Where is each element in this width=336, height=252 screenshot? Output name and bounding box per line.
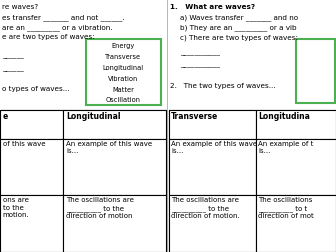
Text: ___________: ___________ (180, 50, 220, 56)
Bar (63, 195, 166, 252)
Text: ons are
to the
motion.: ons are to the motion. (3, 197, 30, 218)
Bar (63, 110, 166, 139)
Bar (0, 139, 63, 195)
Text: An example of this wave
is...: An example of this wave is... (66, 141, 152, 154)
Text: c) There are two types of waves:: c) There are two types of waves: (180, 34, 298, 41)
Text: e are two types of waves:: e are two types of waves: (2, 34, 94, 40)
Text: re waves?: re waves? (2, 4, 38, 10)
Bar (169, 139, 256, 195)
Text: An example of t
is...: An example of t is... (258, 141, 314, 154)
FancyBboxPatch shape (86, 39, 161, 105)
Bar (256, 110, 336, 139)
Text: are an _________ or a vibration.: are an _________ or a vibration. (2, 24, 112, 31)
Text: 2.   The two types of waves...: 2. The two types of waves... (170, 83, 275, 89)
Text: 1.   What are waves?: 1. What are waves? (170, 4, 255, 10)
Text: ______: ______ (2, 66, 24, 72)
Text: ______: ______ (2, 53, 24, 59)
Text: Matter: Matter (112, 86, 134, 92)
Text: Longitudinal: Longitudinal (66, 112, 120, 121)
Text: Longitudinal: Longitudinal (102, 65, 144, 71)
Text: The oscillations are
__________ to the
direction of motion.: The oscillations are __________ to the d… (171, 197, 240, 219)
Text: Transverse: Transverse (105, 54, 141, 60)
Text: a) Waves transfer _______ and no: a) Waves transfer _______ and no (180, 14, 298, 21)
Text: Vibration: Vibration (108, 76, 138, 82)
Bar (0, 110, 63, 139)
Bar (63, 139, 166, 195)
Text: Longitudina: Longitudina (258, 112, 310, 121)
FancyBboxPatch shape (0, 110, 166, 252)
FancyBboxPatch shape (296, 39, 335, 103)
Text: An example of this wave
is...: An example of this wave is... (171, 141, 257, 154)
Text: of this wave: of this wave (3, 141, 45, 147)
Bar (169, 195, 256, 252)
Text: e: e (3, 112, 8, 121)
Bar (256, 139, 336, 195)
FancyBboxPatch shape (169, 110, 336, 252)
Text: The oscillations
__________ to t
direction of mot: The oscillations __________ to t directi… (258, 197, 314, 219)
Text: ___________: ___________ (180, 62, 220, 68)
Bar (0, 195, 63, 252)
Text: b) They are an _________ or a vib: b) They are an _________ or a vib (180, 24, 296, 31)
Text: o types of waves...: o types of waves... (2, 86, 69, 92)
Text: Oscillation: Oscillation (106, 98, 141, 103)
Bar (256, 195, 336, 252)
Text: The oscillations are
__________ to the
direction of motion: The oscillations are __________ to the d… (66, 197, 134, 219)
Text: es transfer _______ and not ______.: es transfer _______ and not ______. (2, 14, 124, 21)
Text: Transverse: Transverse (171, 112, 219, 121)
Text: Energy: Energy (112, 43, 135, 49)
Bar (169, 110, 256, 139)
